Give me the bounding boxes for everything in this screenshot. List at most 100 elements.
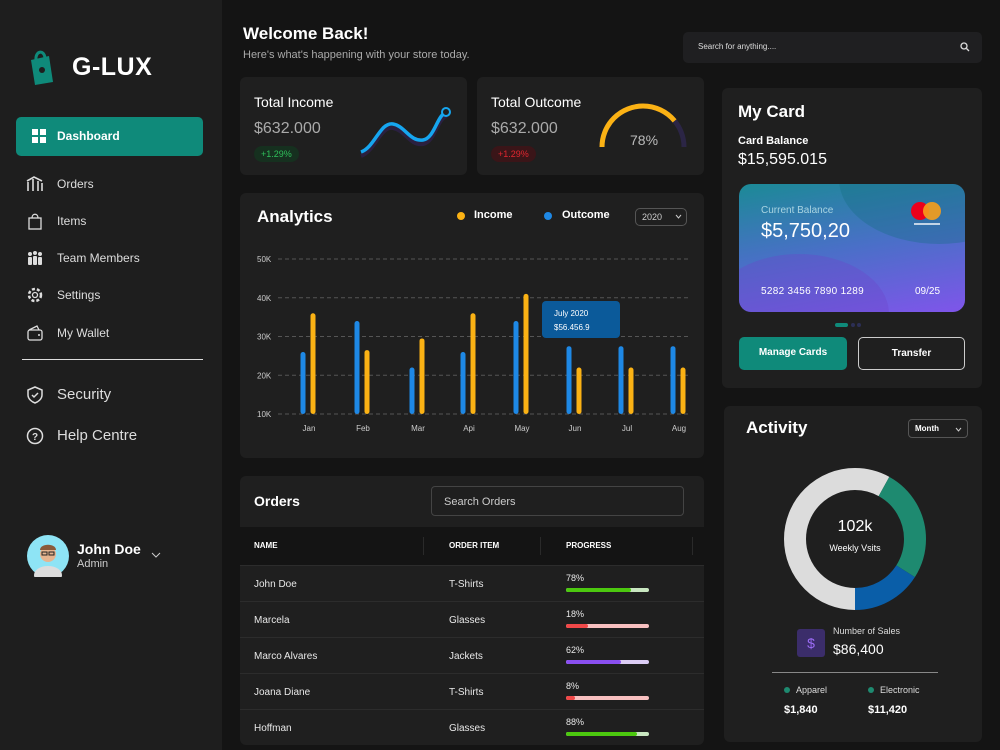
sidebar-item-dashboard[interactable]: Dashboard xyxy=(16,117,203,156)
page-subtitle: Here's what's happening with your store … xyxy=(243,49,470,61)
grid-icon xyxy=(32,129,46,143)
analytics-card: Analytics Income Outcome 2020 10K 20K 30K 4… xyxy=(240,193,704,458)
activity-title: Activity xyxy=(746,418,808,437)
search-input[interactable]: Search for anything.... xyxy=(683,32,982,63)
x-tick-label: Mar xyxy=(411,424,425,433)
orders-search-input[interactable]: Search Orders xyxy=(431,486,684,516)
year-select[interactable]: 2020 xyxy=(635,208,687,226)
income-sparkline xyxy=(360,107,451,158)
chevron-down-icon[interactable] xyxy=(151,551,161,559)
table-row[interactable]: Hoffman Glasses 88% xyxy=(240,709,704,745)
y-tick-label: 50K xyxy=(257,255,272,264)
table-row[interactable]: John Doe T-Shirts 78% xyxy=(240,565,704,601)
sidebar-item-label: Help Centre xyxy=(57,427,138,444)
sidebar-item-items[interactable]: Items xyxy=(26,209,206,233)
outcome-gauge xyxy=(599,103,687,148)
y-tick-label: 30K xyxy=(257,333,272,342)
apparel-label: Apparel xyxy=(796,685,828,695)
outcome-legend-dot xyxy=(544,212,552,220)
electronic-value: $11,420 xyxy=(868,704,908,716)
column-header-progress: PROGRESS xyxy=(566,541,612,550)
order-name: John Doe xyxy=(254,579,297,590)
help-icon: ? xyxy=(26,427,44,445)
donut-segment-electronic xyxy=(784,468,926,610)
sidebar-item-my-wallet[interactable]: My Wallet xyxy=(26,321,206,345)
outcome-title: Total Outcome xyxy=(491,94,582,110)
order-item: Glasses xyxy=(449,723,486,734)
order-item: Jackets xyxy=(449,651,483,662)
activity-donut-chart xyxy=(784,468,926,610)
chart-tooltip: July 2020 $56.456.9 xyxy=(542,301,620,338)
outcome-change-badge: +1.29% xyxy=(491,146,536,162)
progress-bar xyxy=(566,732,649,736)
order-name: Hoffman xyxy=(254,723,292,734)
period-select[interactable]: Month xyxy=(908,419,968,438)
x-tick-label: Aug xyxy=(672,424,686,433)
x-tick-label: Api xyxy=(463,424,475,433)
bar-outcome xyxy=(460,352,466,414)
total-outcome-card: Total Outcome $632.000 +1.29% 78% xyxy=(477,77,704,175)
column-header-order-item: ORDER ITEM xyxy=(449,541,500,550)
transfer-button[interactable]: Transfer xyxy=(858,337,965,370)
order-item: T-Shirts xyxy=(449,687,484,698)
progress-label: 8% xyxy=(566,681,580,691)
order-name: Marcela xyxy=(254,615,290,626)
activity-card: Activity Month 102k Weekly Vsits $ Numbe… xyxy=(724,406,982,742)
carousel-dot[interactable] xyxy=(851,323,855,327)
donut-center-label: Weekly Vsits xyxy=(829,543,881,553)
credit-card[interactable]: Current Balance $5,750,20 5282 3456 7890… xyxy=(739,184,965,312)
bar-outcome xyxy=(409,367,415,414)
year-select-value: 2020 xyxy=(642,212,663,222)
carousel-dot-active[interactable] xyxy=(835,323,848,327)
income-legend: Income xyxy=(474,209,513,221)
x-tick-label: Feb xyxy=(356,424,370,433)
chevron-down-icon xyxy=(955,427,962,432)
sidebar-item-label: Settings xyxy=(57,288,101,302)
user-profile[interactable]: John Doe Admin xyxy=(27,535,207,580)
analytics-title: Analytics xyxy=(257,207,333,226)
sidebar-item-orders[interactable]: Orders xyxy=(26,172,206,196)
sidebar-item-label: Team Members xyxy=(57,251,140,265)
x-tick-label: Jun xyxy=(569,424,582,433)
chevron-down-icon xyxy=(675,214,682,219)
sidebar-item-security[interactable]: Security xyxy=(26,383,206,407)
sidebar-item-label: Security xyxy=(57,386,112,403)
brand-name: G-LUX xyxy=(72,53,153,81)
sales-value: $86,400 xyxy=(833,641,884,657)
income-title: Total Income xyxy=(254,94,334,110)
sidebar: G-LUX Dashboard Orders Items Team Member… xyxy=(0,0,222,750)
manage-cards-button[interactable]: Manage Cards xyxy=(739,337,847,370)
card-balance-label: Card Balance xyxy=(738,135,809,147)
y-tick-label: 10K xyxy=(257,410,272,419)
dollar-icon: $ xyxy=(797,629,825,657)
table-row[interactable]: Joana Diane T-Shirts 8% xyxy=(240,673,704,709)
electronic-legend-dot xyxy=(868,687,874,693)
user-role: Admin xyxy=(77,558,109,570)
svg-text:?: ? xyxy=(32,432,38,443)
my-card-panel: My Card Card Balance $15,595.015 Current… xyxy=(722,88,982,388)
table-row[interactable]: Marco Alvares Jackets 62% xyxy=(240,637,704,673)
outcome-legend: Outcome xyxy=(562,209,610,221)
progress-bar xyxy=(566,624,649,628)
bar-outcome xyxy=(618,346,624,414)
column-header-name: NAME xyxy=(254,541,278,550)
apparel-value: $1,840 xyxy=(784,704,818,716)
search-icon[interactable] xyxy=(960,42,970,52)
tooltip-title: July 2020 xyxy=(554,309,589,318)
y-tick-label: 40K xyxy=(257,294,272,303)
bar-income xyxy=(470,313,476,414)
sidebar-item-help-centre[interactable]: ? Help Centre xyxy=(26,424,206,448)
current-balance-label: Current Balance xyxy=(761,205,834,216)
sidebar-item-label: My Wallet xyxy=(57,326,110,340)
bar-income xyxy=(419,338,425,414)
analytics-bar-chart: 10K 20K 30K 40K 50K Jan Feb Mar Api May Jun Jul Aug xyxy=(257,255,688,433)
sidebar-item-label: Dashboard xyxy=(57,129,120,143)
sidebar-item-settings[interactable]: Settings xyxy=(26,283,206,307)
total-income-card: Total Income $632.000 +1.29% xyxy=(240,77,467,175)
sidebar-item-team-members[interactable]: Team Members xyxy=(26,246,206,270)
table-row[interactable]: Marcela Glasses 18% xyxy=(240,601,704,637)
bar-outcome xyxy=(354,321,360,414)
carousel-dot[interactable] xyxy=(857,323,861,327)
orders-card: Orders Search Orders NAME ORDER ITEM PRO… xyxy=(240,476,704,745)
bar-income xyxy=(523,293,529,414)
